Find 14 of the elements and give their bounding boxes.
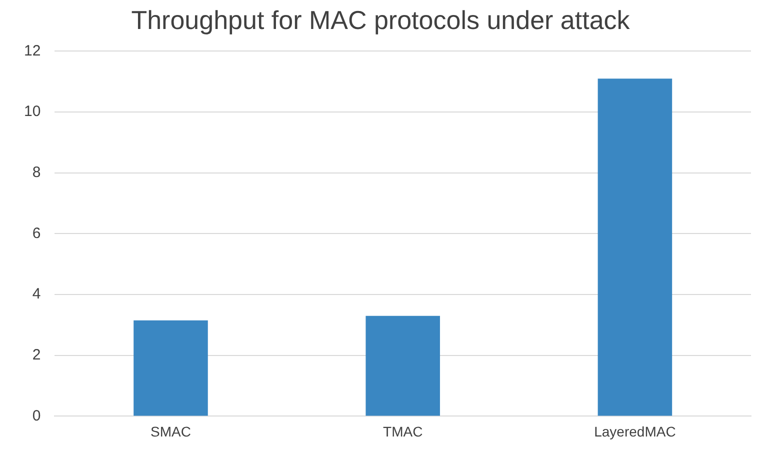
y-tick-label: 12 <box>24 42 41 60</box>
x-tick-label: TMAC <box>383 423 423 440</box>
chart-title: Throughput for MAC protocols under attack <box>131 4 631 35</box>
y-tick-label: 6 <box>32 224 41 242</box>
x-tick-label: LayeredMAC <box>594 423 676 440</box>
bar <box>366 316 440 416</box>
y-tick-label: 0 <box>32 407 41 424</box>
bar <box>134 320 208 416</box>
y-tick-label: 8 <box>32 164 41 182</box>
y-tick-label: 10 <box>24 103 41 120</box>
y-tick-label: 2 <box>32 346 41 364</box>
x-tick-label: SMAC <box>150 423 191 440</box>
bar <box>598 78 672 416</box>
y-tick-label: 4 <box>32 286 41 303</box>
